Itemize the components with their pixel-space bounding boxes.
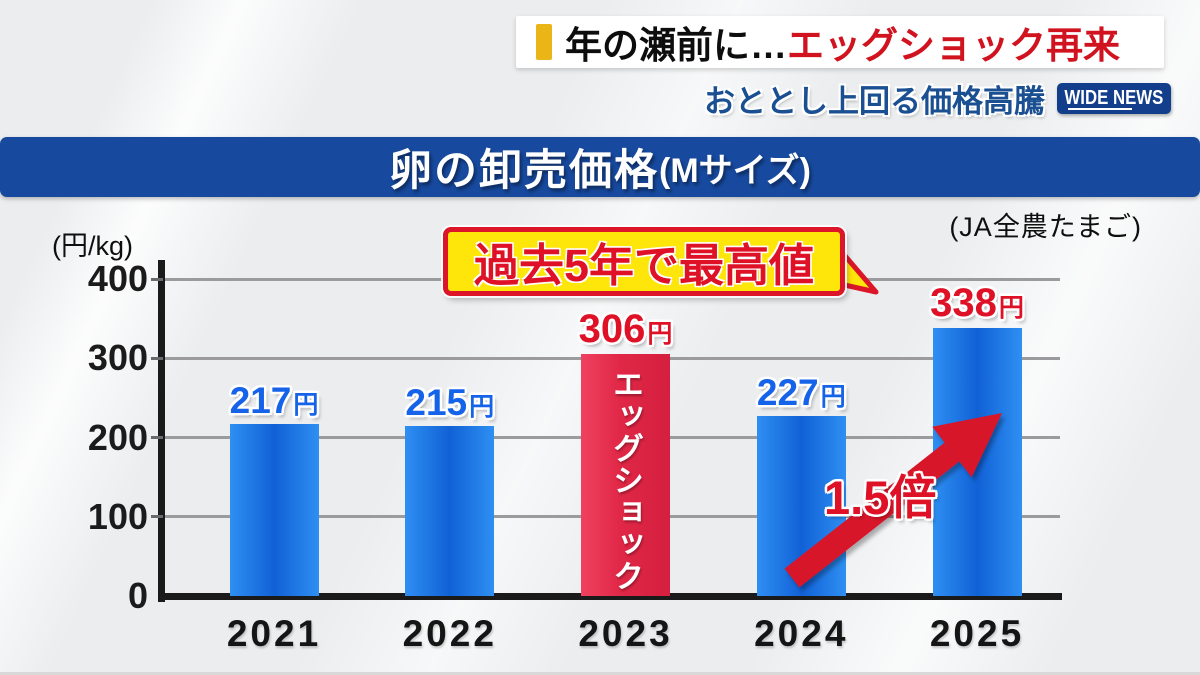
plot-area: 217円 2021 215円 2022 エッグショック 306円 2023 22… (151, 277, 1060, 655)
headline-emphasis: エッグショック再来 (787, 25, 1120, 66)
y-tick-label-200: 200 (87, 416, 148, 458)
headline-prefix: 年の瀬前に… (565, 25, 787, 66)
bar-value-label: 306円 (578, 306, 673, 351)
bottom-edge-line (0, 672, 1200, 675)
y-tick-label-100: 100 (87, 495, 148, 537)
headline-text: 年の瀬前に…エッグショック再来 (565, 15, 1120, 69)
bar-year-label: 2025 (929, 613, 1025, 654)
chart-title-bar: 卵の卸売価格 (Mサイズ) (0, 137, 1200, 197)
tick-mark-200 (151, 436, 163, 439)
wide-news-badge: WIDE NEWS (1057, 83, 1171, 114)
bar-year-label: 2021 (226, 613, 322, 654)
callout-text: 過去5年で最高値 (473, 240, 815, 291)
y-tick-label-300: 300 (87, 337, 148, 379)
tick-mark-400 (151, 277, 163, 281)
multiplier-label: 1.5倍 (824, 471, 937, 524)
tick-mark-300 (151, 356, 163, 360)
bar-value-label: 217円 (229, 380, 319, 422)
callout-bubble: 過去5年で最高値 (443, 227, 845, 296)
bar-year-label: 2024 (754, 613, 849, 654)
subheader-row: おととし上回る価格高騰 WIDE NEWS (704, 76, 1171, 121)
y-axis-tick-labels: 0 100 200 300 400 (38, 259, 148, 616)
badge-label: WIDE NEWS (1064, 87, 1164, 109)
bar-value-label: 338円 (930, 281, 1024, 326)
x-axis-line (158, 593, 1062, 600)
bar-2021: 217円 2021 (227, 380, 319, 654)
bar-year-label: 2023 (578, 613, 673, 654)
bar-year-label: 2022 (402, 613, 497, 654)
y-tick-label-0: 0 (127, 575, 148, 616)
bar-2025: 338円 2025 (930, 281, 1024, 654)
bar-value-label: 227円 (756, 372, 846, 414)
bar-value-label: 215円 (405, 381, 495, 423)
tick-mark-100 (151, 515, 163, 519)
chart-title: 卵の卸売価格 (389, 147, 660, 195)
headline-box: 年の瀬前に…エッグショック再来 (516, 16, 1164, 68)
y-axis-unit-label: (円/kg) (52, 231, 133, 261)
data-source-label: (JA全農たまご) (949, 212, 1142, 242)
badge-underline (1068, 107, 1132, 110)
subheadline-text: おととし上回る価格高騰 (704, 84, 1045, 119)
bar-2023: エッグショック 306円 2023 (578, 307, 672, 655)
bar-2022: 215円 2022 (403, 382, 495, 654)
y-axis-line (158, 260, 165, 602)
bar-inner-label: エッグショック (608, 367, 643, 592)
chart-title-size-note: (Mサイズ) (659, 151, 811, 190)
headline-accent-bar-icon (536, 24, 552, 60)
y-tick-label-400: 400 (87, 258, 148, 299)
